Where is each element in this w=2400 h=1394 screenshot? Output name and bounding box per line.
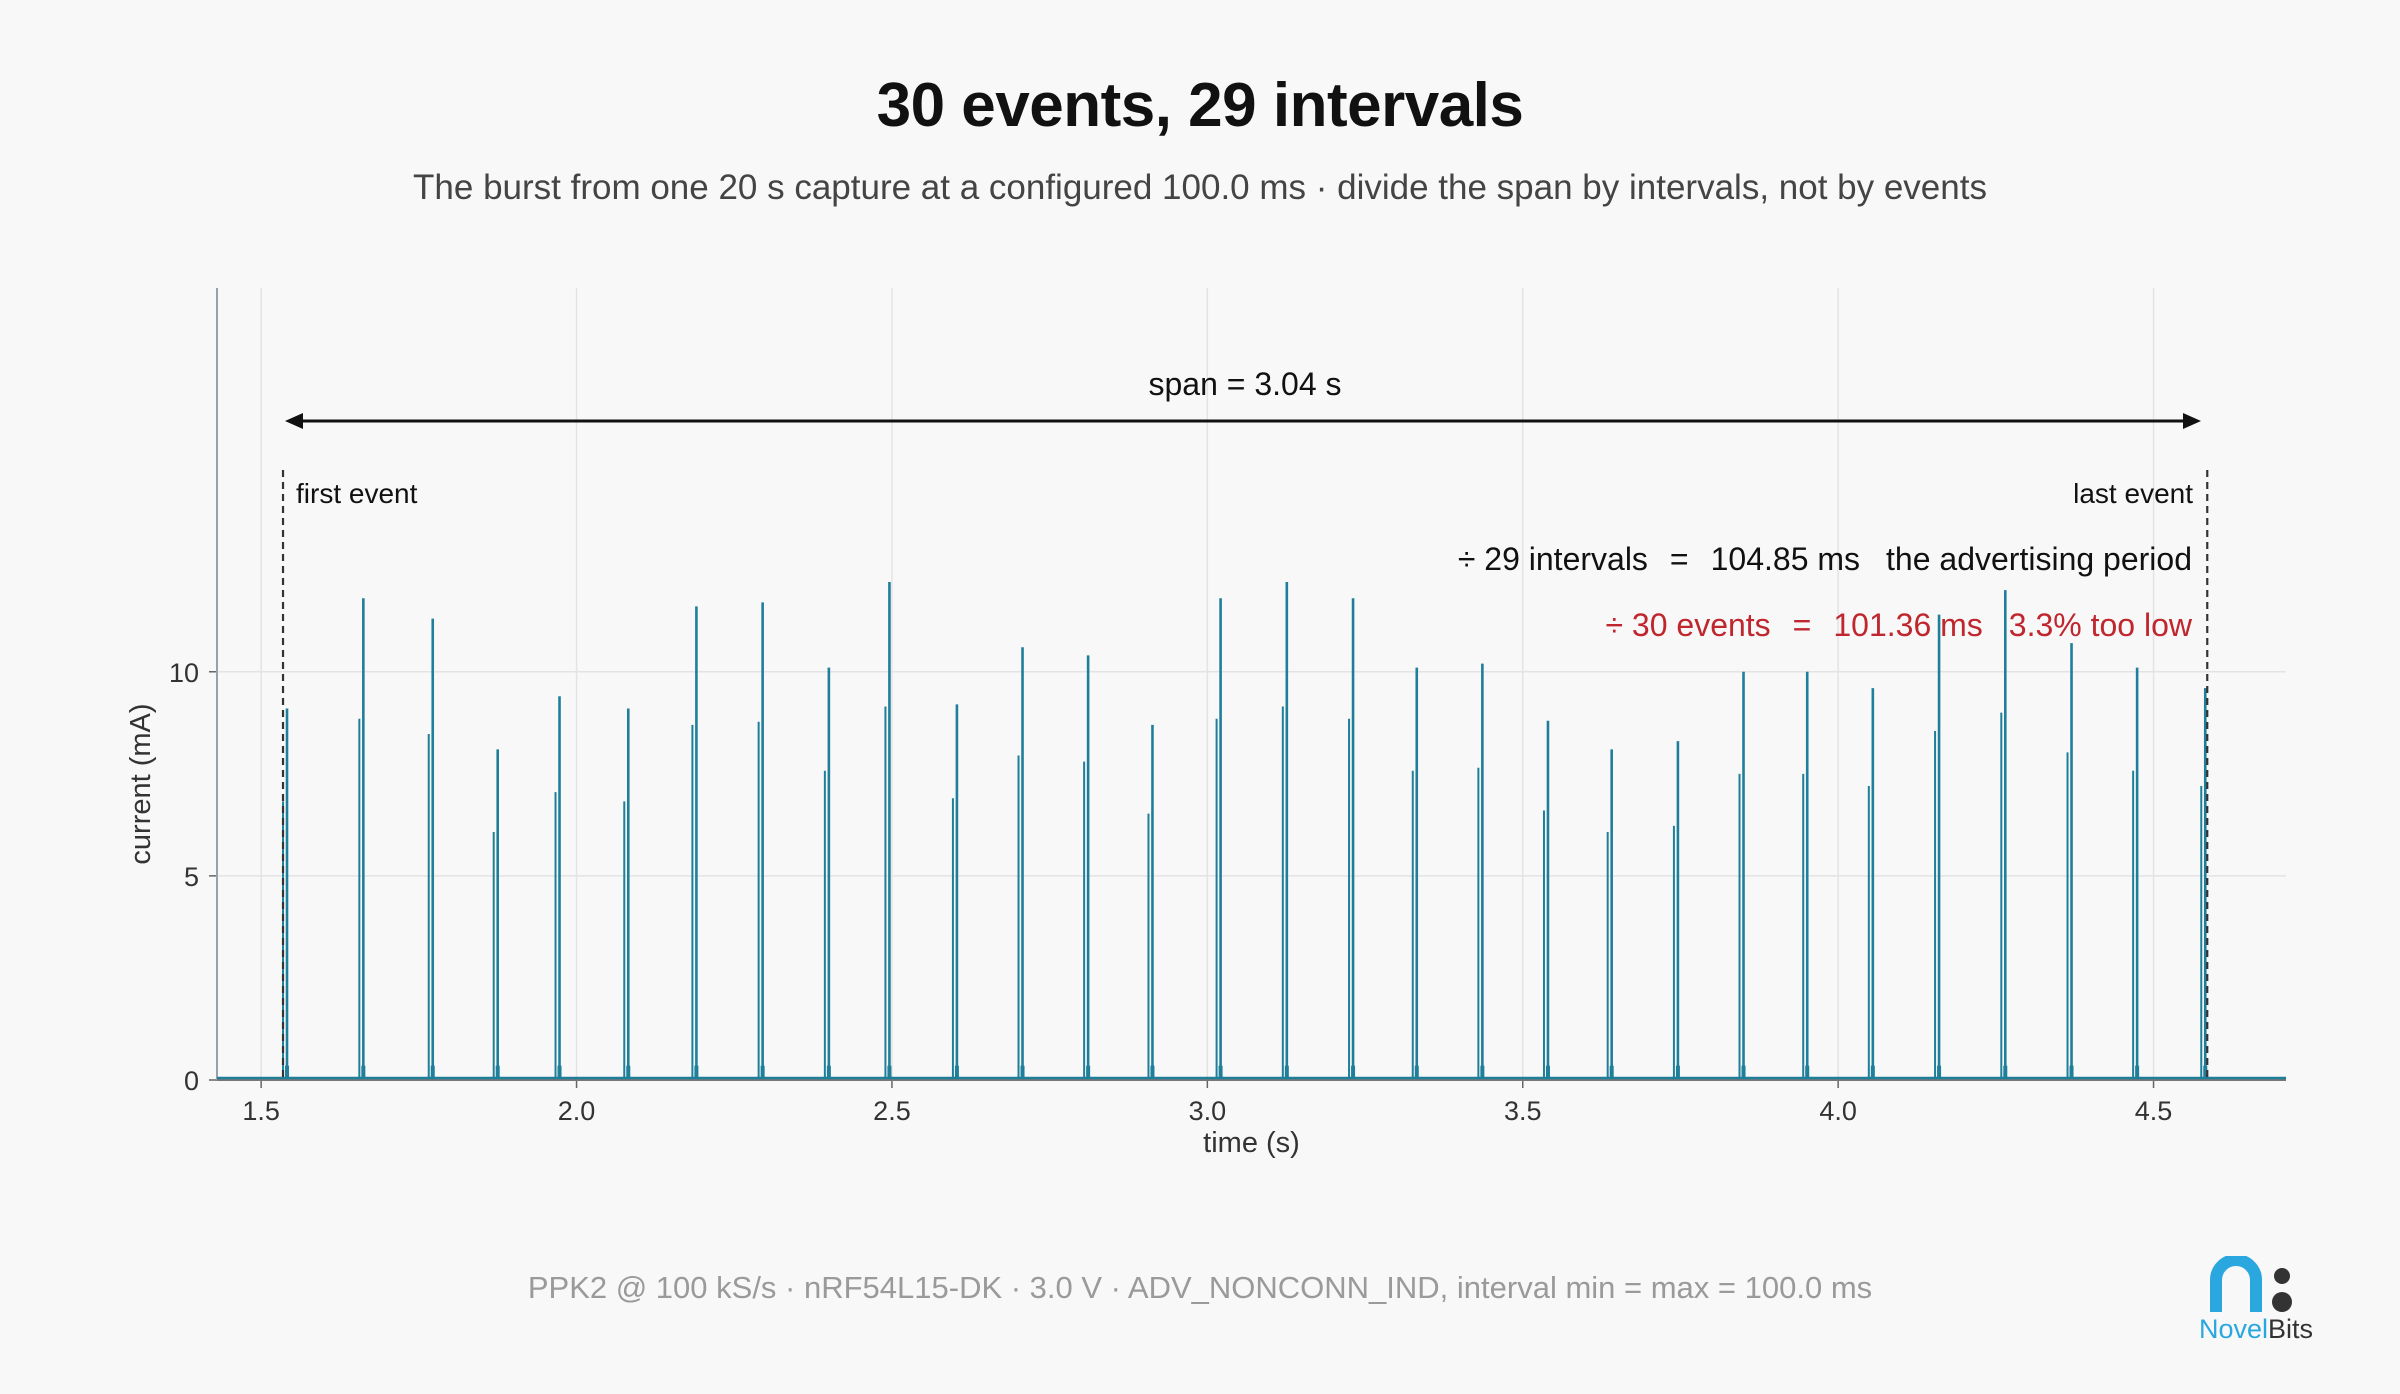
event-base-bump [1675,1065,1680,1078]
brand-logo: NovelBits [2186,1250,2326,1350]
intervals-eq: = [1670,541,1689,577]
event-base-bump [626,1065,631,1078]
brand-word-novel: Novel [2198,1314,2268,1344]
y-axis-label: current (mA) [125,703,157,864]
axis-layer: 1.5 2.0 2.5 3.0 3.5 4.0 4.5 0 5 10 time (s) current… [125,288,2286,1159]
chart-subtitle: The burst from one 20 s capture at a con… [413,168,1987,207]
span-label: span = 3.04 s [1148,366,1341,402]
event-base-bump [557,1065,562,1078]
span-arrow-head-left [285,413,303,429]
event-base-bump [1609,1065,1614,1078]
events-value: 101.36 ms [1833,607,1982,643]
event-base-bump [1741,1065,1746,1078]
span-arrow-head-right [2183,413,2201,429]
event-base-bump [2003,1065,2008,1078]
event-base-bump [1150,1065,1155,1078]
event-base-bump [1351,1065,1356,1078]
x-tick-label: 3.5 [1504,1096,1542,1126]
grid-layer [217,288,2286,1081]
footer-note: PPK2 @ 100 kS/s · nRF54L15-DK · 3.0 V · … [527,1270,1873,1305]
event-base-bump [887,1065,892,1078]
event-base-bump [361,1065,366,1078]
intervals-note: the advertising period [1886,541,2192,577]
events-calc: ÷ 30 events = 101.36 ms 3.3% too low [1605,607,2192,643]
brand-word-bits: Bits [2268,1314,2314,1344]
event-base-bump [1020,1065,1025,1078]
event-base-bump [1414,1065,1419,1078]
event-base-bump [954,1065,959,1078]
event-base-bump [1480,1065,1485,1078]
x-tick-label: 2.5 [873,1096,911,1126]
annotation-layer: span = 3.04 s first event last event ÷ 2… [281,366,2209,1080]
event-base-bump [430,1065,435,1078]
last-event-label: last event [2073,478,2193,509]
event-base-bump [2069,1065,2074,1078]
event-base-bump [1870,1065,1875,1078]
x-tick-label: 3.0 [1189,1096,1227,1126]
event-base-bump [1937,1065,1942,1078]
event-base-bump [495,1065,500,1078]
x-tick-label: 4.5 [2135,1096,2173,1126]
event-base-bump [1545,1065,1550,1078]
events-eq: = [1793,607,1812,643]
intervals-value: 104.85 ms [1711,541,1860,577]
event-base-bump [826,1065,831,1078]
events-note: 3.3% too low [2009,607,2193,643]
x-axis-label: time (s) [1203,1127,1300,1159]
first-event-label: first event [296,478,418,509]
event-base-bump [2203,1065,2208,1078]
event-base-bump [1218,1065,1223,1078]
x-tick-label: 4.0 [1819,1096,1857,1126]
x-tick-label: 1.5 [242,1096,280,1126]
event-base-bump [1284,1065,1289,1078]
event-base-bump [285,1065,290,1078]
brand-logo-text: NovelBits [2186,1314,2326,1345]
intervals-calc: ÷ 29 intervals = 104.85 ms the advertising … [1458,541,2192,577]
y-tick-label: 10 [169,658,199,688]
event-base-bump [760,1065,765,1078]
event-base-bump [1086,1065,1091,1078]
y-tick-label: 0 [184,1066,199,1096]
chart-title: 30 events, 29 intervals [876,71,1524,140]
intervals-div: ÷ 29 intervals [1458,541,1648,577]
y-tick-label: 5 [184,862,199,892]
event-base-bump [2135,1065,2140,1078]
brand-logo-icon [2210,1256,2292,1312]
x-tick-label: 2.0 [558,1096,596,1126]
trace-layer [217,581,2286,1080]
event-base-bump [694,1065,699,1078]
events-div: ÷ 30 events [1605,607,1770,643]
event-base-bump [1805,1065,1810,1078]
